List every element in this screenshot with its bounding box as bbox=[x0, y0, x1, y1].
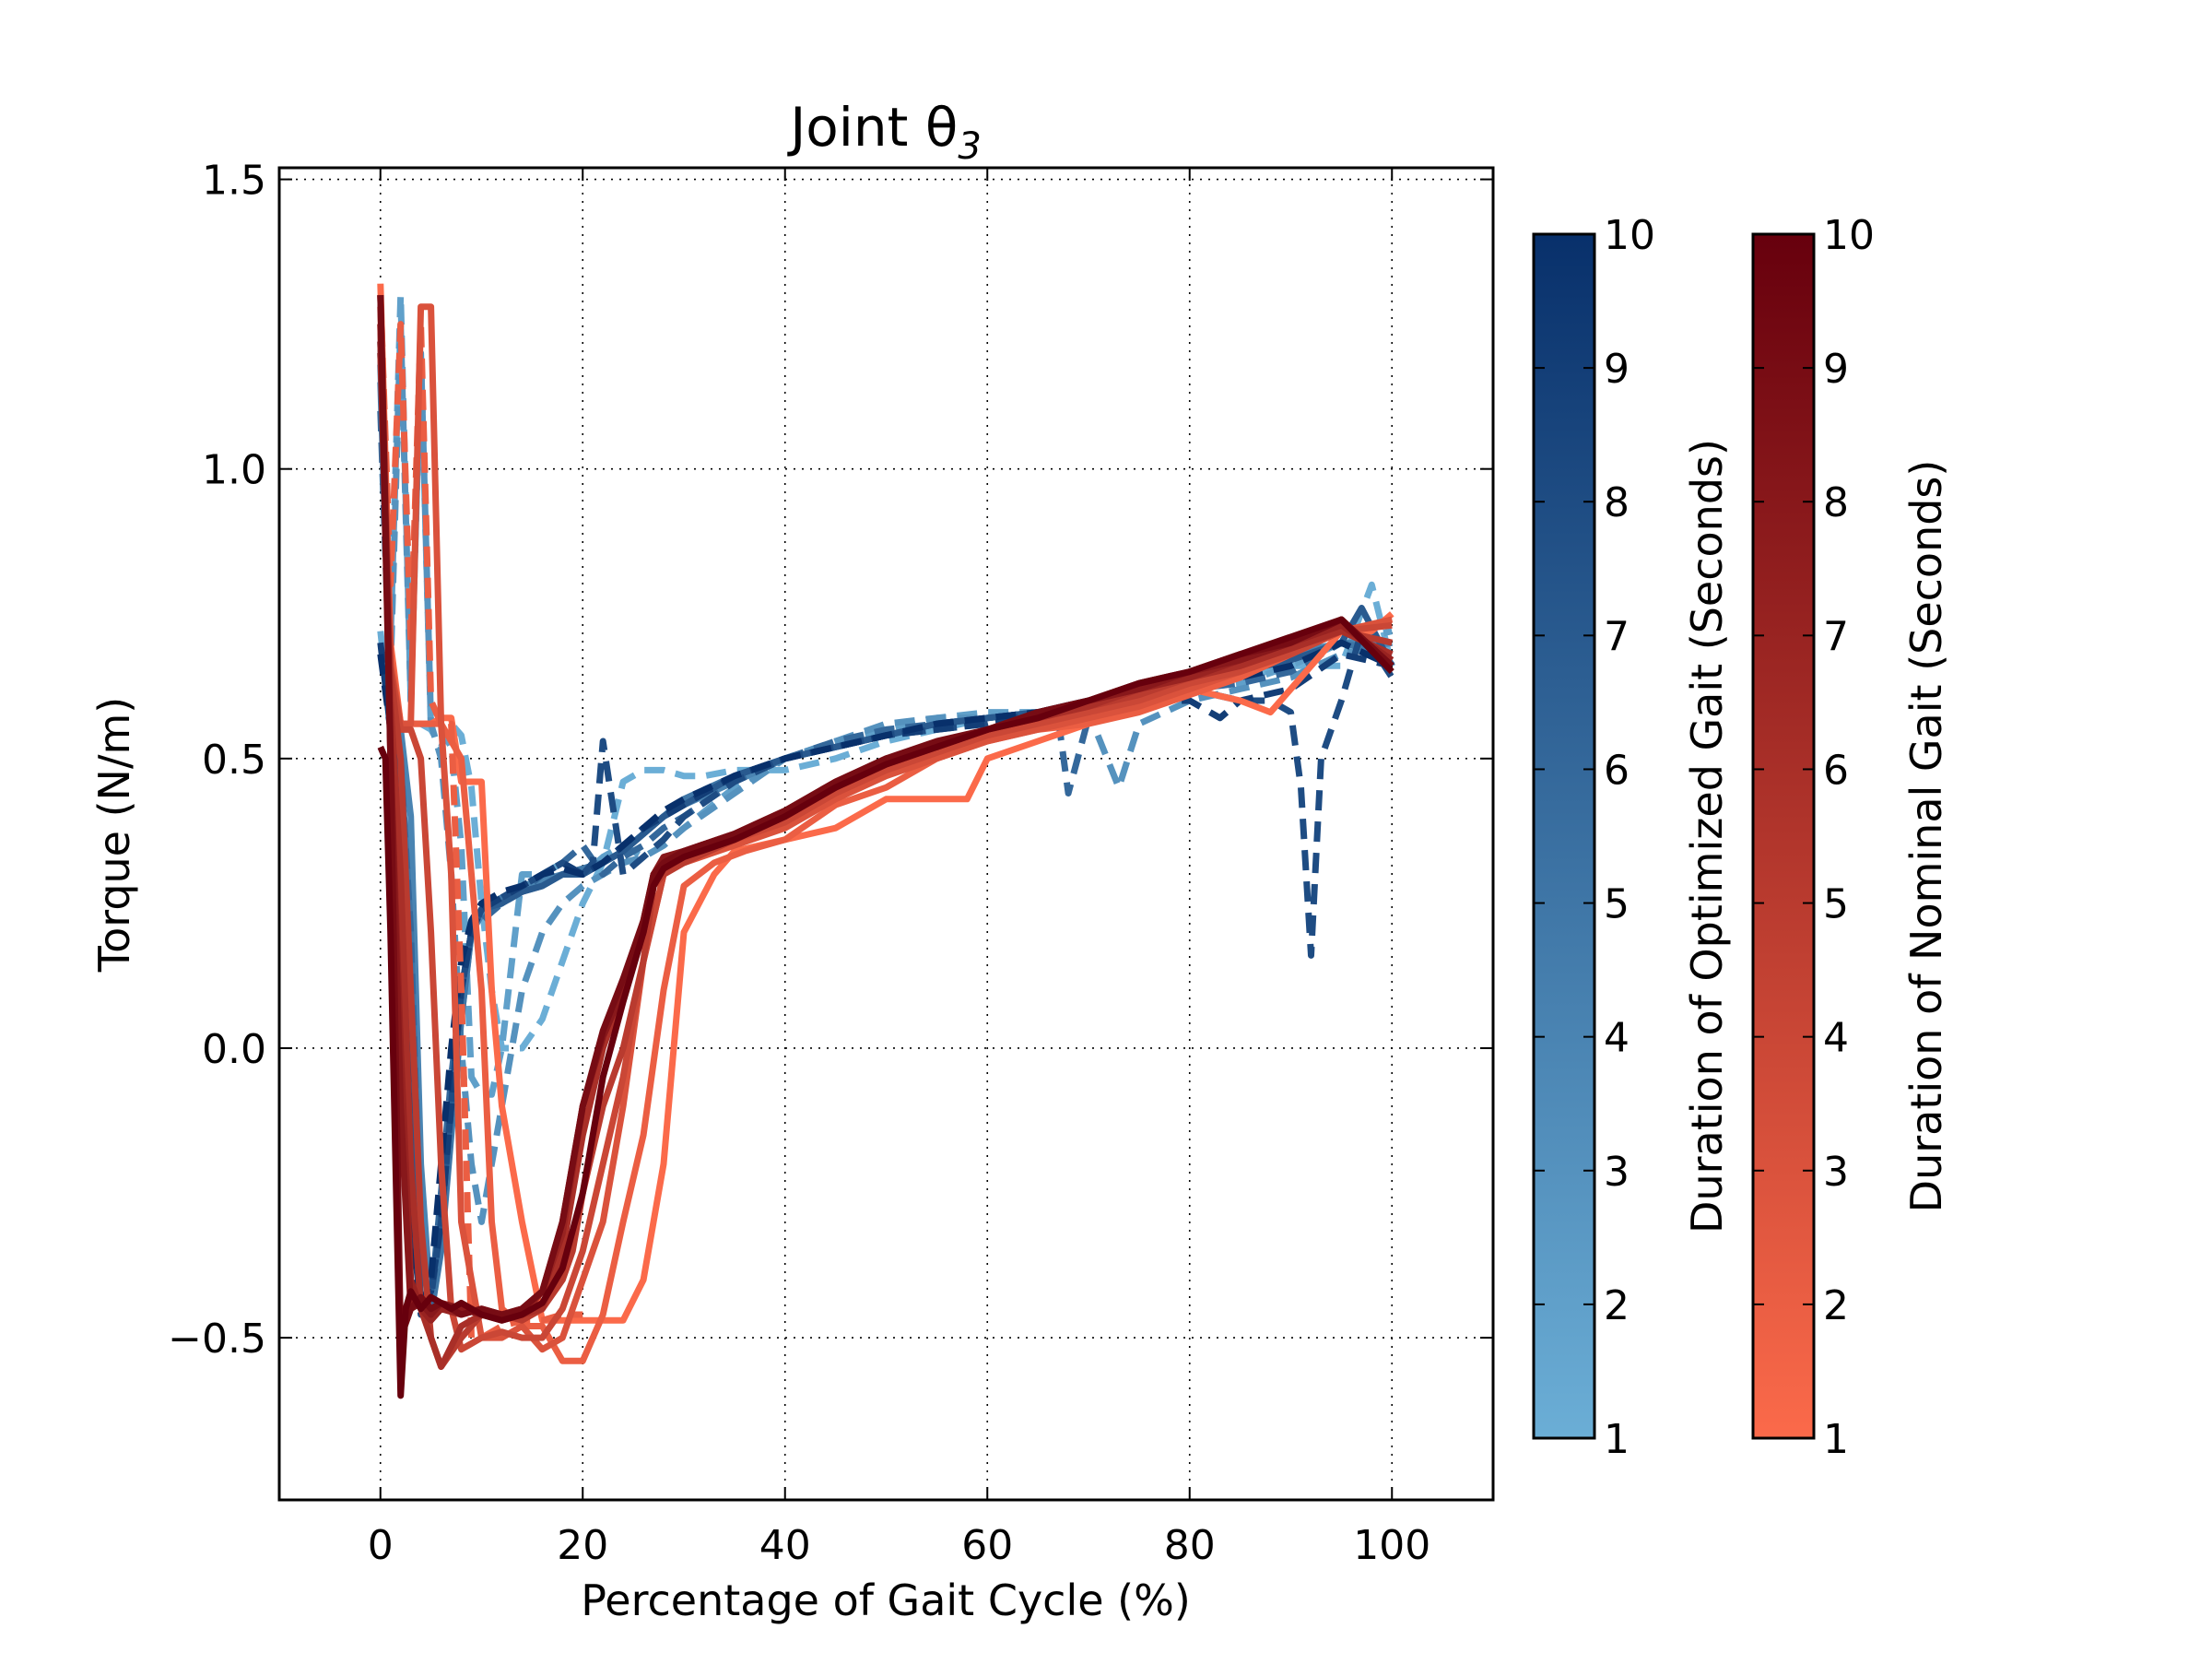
colorbar-optimized-ticks: 1 2 3 4 5 6 7 8 9 10 bbox=[1534, 212, 1655, 1463]
x-tick-label: 40 bbox=[759, 1522, 811, 1569]
colorbar-tick-label: 10 bbox=[1823, 212, 1875, 259]
colorbar-tick-label: 6 bbox=[1604, 747, 1630, 794]
y-tick-label: 1.5 bbox=[202, 158, 266, 205]
colorbar-tick-label: 9 bbox=[1604, 346, 1630, 393]
colorbar-optimized-label: Duration of Optimized Gait (Seconds) bbox=[1682, 439, 1732, 1233]
y-axis-label: Torque (N/m) bbox=[89, 697, 139, 973]
y-tick-label: 0.5 bbox=[202, 737, 266, 784]
series-line-optimized-9s-dashed bbox=[377, 642, 1394, 1306]
colorbar-tick-label: 3 bbox=[1604, 1149, 1630, 1196]
x-tick-label: 100 bbox=[1353, 1522, 1430, 1569]
colorbar-tick-label: 4 bbox=[1604, 1015, 1630, 1062]
colorbar-optimized: 1 2 3 4 5 6 7 8 9 10 Duration of Optimized Gait (… bbox=[1532, 212, 1732, 1463]
series-line-nominal-2s-dashed bbox=[377, 295, 583, 1341]
colorbar-tick-label: 2 bbox=[1823, 1282, 1849, 1329]
series-line-nominal-10s bbox=[377, 616, 1394, 1399]
x-tick-label: 80 bbox=[1164, 1522, 1216, 1569]
series-line-nominal-1s bbox=[377, 283, 1394, 1324]
series-line-nominal-2s bbox=[377, 295, 1394, 1364]
colorbar-tick-label: 1 bbox=[1823, 1416, 1849, 1463]
x-tick-label: 0 bbox=[368, 1522, 394, 1569]
colorbar-tick-label: 4 bbox=[1823, 1015, 1849, 1062]
series-line-nominal-8s bbox=[377, 295, 1394, 1318]
series-lines bbox=[377, 283, 1395, 1399]
series-line-optimized-6s-dashed bbox=[377, 410, 1394, 1306]
x-tick-label: 20 bbox=[557, 1522, 608, 1569]
axis-ticks: 0 20 40 60 80 100 −0.5 0.0 0.5 1.0 1.5 bbox=[168, 158, 1493, 1569]
series-line-nominal-3s bbox=[377, 303, 1394, 1353]
series-line-nominal-7s bbox=[377, 324, 1394, 1324]
series-line-optimized-7s bbox=[377, 352, 1395, 1313]
colorbar-tick-label: 8 bbox=[1823, 479, 1849, 526]
colorbar-tick-label: 7 bbox=[1823, 613, 1849, 660]
colorbar-nominal: 1 2 3 4 5 6 7 8 9 10 Duration of Nominal Gait (Se… bbox=[1751, 212, 1951, 1463]
series-line-nominal-6s bbox=[377, 341, 1394, 1370]
colorbar-optimized-bar bbox=[1532, 232, 1596, 1440]
series-line-optimized-4s bbox=[377, 382, 1393, 1313]
x-axis-label: Percentage of Gait Cycle (%) bbox=[581, 1575, 1191, 1625]
y-tick-label: 1.0 bbox=[202, 447, 266, 494]
colorbar-tick-label: 5 bbox=[1604, 881, 1630, 928]
chart-title-main: Joint θ bbox=[787, 96, 958, 159]
colorbar-nominal-ticks: 1 2 3 4 5 6 7 8 9 10 bbox=[1753, 212, 1875, 1463]
colorbar-tick-label: 3 bbox=[1823, 1149, 1849, 1196]
plot-frame bbox=[277, 166, 1495, 1502]
series-line-optimized-2s-dashed bbox=[377, 291, 1394, 1098]
colorbar-tick-label: 7 bbox=[1604, 613, 1630, 660]
colorbar-tick-label: 9 bbox=[1823, 346, 1849, 393]
colorbar-tick-label: 1 bbox=[1604, 1416, 1630, 1463]
series-line-nominal-5s bbox=[377, 352, 1394, 1370]
colorbar-tick-label: 6 bbox=[1823, 747, 1849, 794]
series-line-nominal-9s bbox=[377, 295, 1394, 1341]
y-tick-label: −0.5 bbox=[168, 1316, 266, 1363]
series-line-optimized-8s-dashed bbox=[377, 341, 1395, 1318]
x-tick-label: 60 bbox=[961, 1522, 1013, 1569]
colorbar-nominal-bar bbox=[1751, 232, 1816, 1440]
colorbar-tick-label: 10 bbox=[1604, 212, 1655, 259]
y-tick-label: 0.0 bbox=[202, 1026, 266, 1073]
chart-title: Joint θ3 bbox=[787, 96, 982, 168]
colorbar-tick-label: 5 bbox=[1823, 881, 1849, 928]
colorbar-nominal-label: Duration of Nominal Gait (Seconds) bbox=[1901, 460, 1951, 1213]
series-line-nominal-4s bbox=[377, 324, 1393, 1353]
series-line-optimized-3s-dashed bbox=[377, 321, 1394, 1225]
series-line-optimized-10s-dashed bbox=[377, 639, 1394, 1313]
series-line-optimized-5s bbox=[377, 364, 1394, 1318]
colorbar-tick-label: 2 bbox=[1604, 1282, 1630, 1329]
chart-title-subscript: 3 bbox=[958, 125, 981, 168]
colorbar-tick-label: 8 bbox=[1604, 479, 1630, 526]
